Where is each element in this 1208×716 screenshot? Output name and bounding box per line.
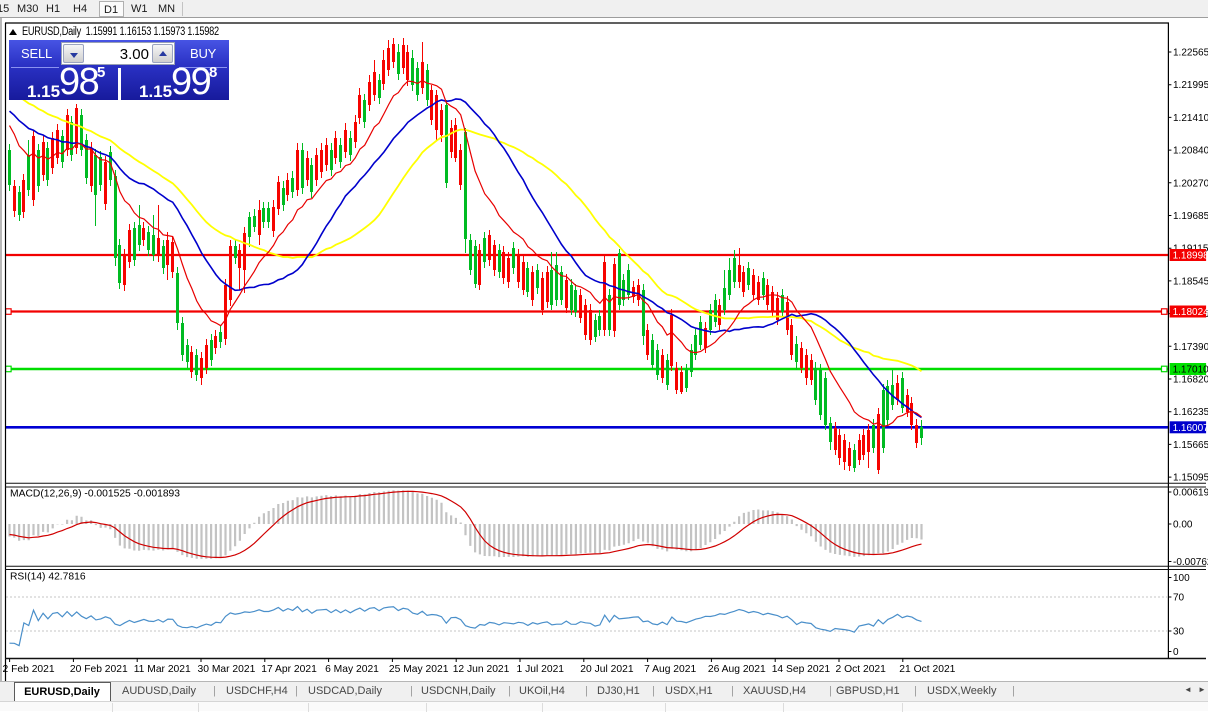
svg-text:1.15665: 1.15665 (1173, 440, 1208, 451)
svg-text:11 Mar 2021: 11 Mar 2021 (134, 664, 191, 675)
svg-text:1.18545: 1.18545 (1173, 276, 1208, 287)
svg-text:12 Jun 2021: 12 Jun 2021 (453, 664, 510, 675)
svg-text:25 May 2021: 25 May 2021 (389, 664, 449, 675)
svg-text:14 Sep 2021: 14 Sep 2021 (772, 664, 831, 675)
svg-text:1.16820: 1.16820 (1173, 375, 1208, 386)
svg-text:70: 70 (1173, 593, 1185, 604)
svg-text:2 Feb 2021: 2 Feb 2021 (3, 664, 55, 675)
svg-text:20 Jul 2021: 20 Jul 2021 (580, 664, 634, 675)
svg-text:1.18998: 1.18998 (1173, 251, 1208, 262)
svg-text:1 Jul 2021: 1 Jul 2021 (517, 664, 565, 675)
svg-text:30 Mar 2021: 30 Mar 2021 (198, 664, 256, 675)
svg-text:1.15095: 1.15095 (1173, 473, 1208, 484)
svg-text:20 Feb 2021: 20 Feb 2021 (70, 664, 128, 675)
svg-text:0.00: 0.00 (1173, 520, 1193, 531)
svg-text:MACD(12,26,9) -0.001525 -0.001: MACD(12,26,9) -0.001525 -0.001893 (10, 489, 180, 500)
svg-text:1.19685: 1.19685 (1173, 211, 1208, 222)
svg-text:1.17390: 1.17390 (1173, 342, 1208, 353)
svg-text:7 Aug 2021: 7 Aug 2021 (644, 664, 696, 675)
svg-text:100: 100 (1173, 573, 1190, 584)
svg-text:1.21410: 1.21410 (1173, 113, 1208, 124)
svg-text:21 Oct 2021: 21 Oct 2021 (899, 664, 955, 675)
svg-text:1.20840: 1.20840 (1173, 146, 1208, 157)
svg-text:-0.00762: -0.00762 (1173, 557, 1208, 568)
svg-text:RSI(14) 42.7816: RSI(14) 42.7816 (10, 572, 86, 583)
svg-text:1.22565: 1.22565 (1173, 48, 1208, 59)
svg-text:1.16007: 1.16007 (1173, 423, 1208, 434)
svg-text:30: 30 (1173, 627, 1185, 638)
svg-text:0: 0 (1173, 647, 1179, 658)
svg-text:6 May 2021: 6 May 2021 (325, 664, 379, 675)
svg-text:1.21995: 1.21995 (1173, 80, 1208, 91)
svg-text:1.16235: 1.16235 (1173, 407, 1208, 418)
svg-text:0.006193: 0.006193 (1173, 488, 1208, 499)
svg-text:26 Aug 2021: 26 Aug 2021 (708, 664, 766, 675)
svg-text:1.20270: 1.20270 (1173, 178, 1208, 189)
svg-text:1.17010: 1.17010 (1173, 365, 1208, 376)
svg-text:2 Oct 2021: 2 Oct 2021 (836, 664, 887, 675)
svg-text:17 Apr 2021: 17 Apr 2021 (261, 664, 317, 675)
svg-text:1.18024: 1.18024 (1173, 307, 1208, 318)
